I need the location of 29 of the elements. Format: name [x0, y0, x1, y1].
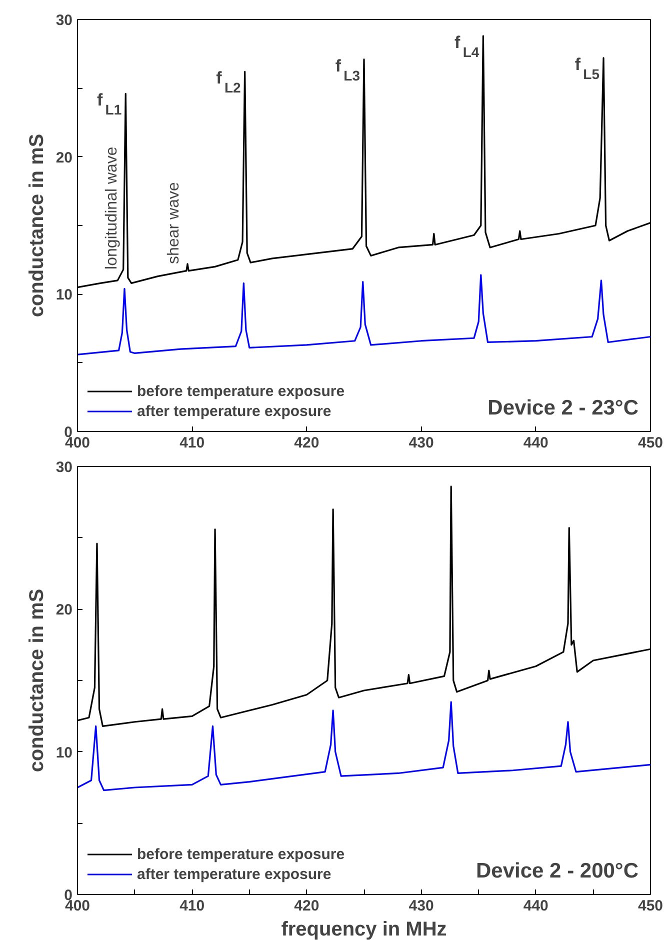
y-tick-label: 20 — [56, 602, 73, 619]
text: Device 2 - 23°C — [488, 396, 639, 420]
y-tick-label: 10 — [56, 286, 73, 304]
annotation: shear wave — [166, 182, 183, 264]
legend-label: after temperature exposure — [137, 866, 332, 882]
y-tick-label: 10 — [56, 744, 73, 762]
legend-label: before temperature exposure — [137, 846, 345, 862]
legend-label: after temperature exposure — [137, 402, 332, 420]
legend-label: before temperature exposure — [137, 382, 345, 400]
x-tick-label: 440 — [523, 898, 548, 914]
x-axis-title: frequency in MHz — [281, 918, 447, 940]
text: Device 2 - 200°C — [476, 860, 639, 882]
x-tick-label: 410 — [180, 434, 205, 452]
x-tick-label: 450 — [638, 898, 664, 914]
y-tick-label: 30 — [56, 12, 73, 29]
x-tick-label: 430 — [408, 434, 434, 452]
x-tick-label: 450 — [638, 434, 664, 452]
x-tick-label: 430 — [408, 898, 434, 914]
y-axis-title: conductance in mS — [26, 588, 48, 772]
line-series — [78, 701, 650, 792]
x-tick-label: 440 — [523, 434, 548, 452]
y-tick-label: 30 — [56, 459, 73, 476]
x-tick-label: 420 — [294, 434, 320, 452]
y-axis-title: conductance in mS — [26, 134, 48, 318]
x-tick-label: 420 — [294, 898, 320, 914]
x-tick-label: 410 — [180, 898, 205, 914]
line-series — [78, 274, 650, 356]
annotation: longitudinal wave — [104, 146, 121, 270]
y-tick-label: 20 — [56, 149, 73, 166]
